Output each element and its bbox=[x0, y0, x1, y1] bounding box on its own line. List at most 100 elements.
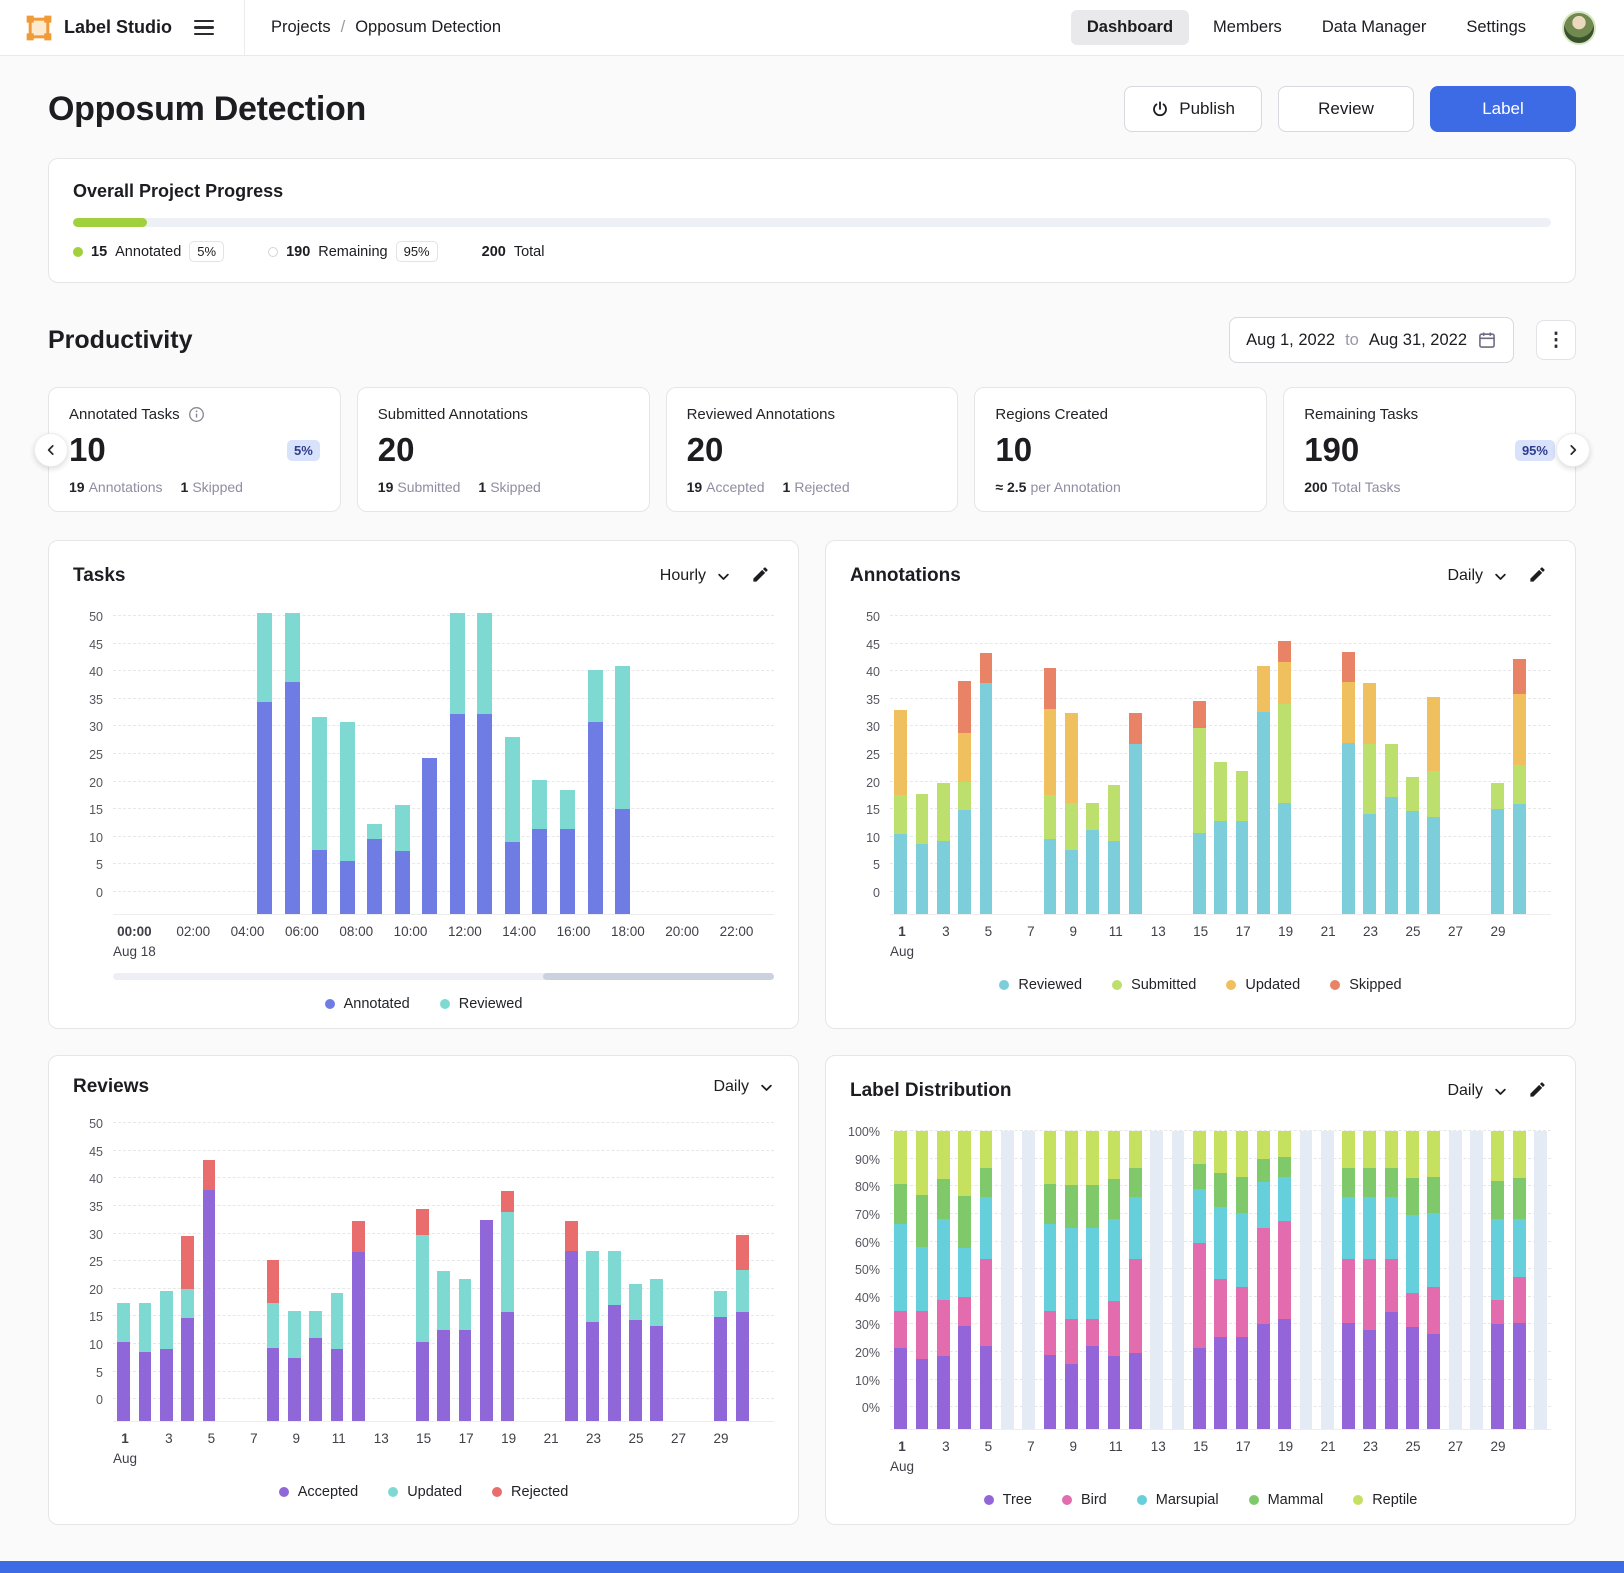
y-tick-label: 30 bbox=[89, 720, 103, 735]
bar-segment bbox=[1214, 1207, 1227, 1279]
date-range-picker[interactable]: Aug 1, 2022 to Aug 31, 2022 bbox=[1229, 317, 1514, 363]
chart-slot bbox=[1423, 605, 1444, 914]
carousel-left-button[interactable] bbox=[34, 432, 68, 467]
legend-item[interactable]: Rejected bbox=[492, 1484, 568, 1500]
stacked-bar bbox=[1214, 1131, 1227, 1430]
bar-base bbox=[565, 1399, 578, 1422]
carousel-right-button[interactable] bbox=[1556, 432, 1590, 467]
bar-segment bbox=[1427, 696, 1441, 772]
info-icon[interactable] bbox=[188, 406, 205, 423]
bar-segment bbox=[1278, 1176, 1291, 1221]
stat-title: Reviewed Annotations bbox=[686, 406, 836, 423]
bar-segment bbox=[501, 1311, 514, 1400]
chart-slot bbox=[1018, 605, 1039, 914]
stacked-bar bbox=[1043, 667, 1057, 914]
chart-slot bbox=[177, 1112, 198, 1422]
bar-base bbox=[504, 892, 520, 914]
bar-base bbox=[138, 1399, 152, 1422]
bar-segment bbox=[415, 1234, 429, 1342]
legend-item[interactable]: Reviewed bbox=[439, 996, 522, 1012]
bar-segment bbox=[1427, 1131, 1441, 1177]
gridline bbox=[113, 1232, 774, 1234]
stat-value: 10 bbox=[995, 431, 1033, 468]
avatar[interactable] bbox=[1562, 10, 1596, 45]
publish-label: Publish bbox=[1179, 99, 1235, 118]
legend-item[interactable]: Reviewed bbox=[999, 977, 1082, 993]
legend-item[interactable]: Tree bbox=[983, 1492, 1032, 1508]
bar-segment bbox=[979, 1131, 993, 1169]
nav-members[interactable]: Members bbox=[1197, 10, 1298, 45]
scrollbar-thumb[interactable] bbox=[542, 973, 774, 981]
chart-slot bbox=[609, 605, 637, 914]
chart-slot bbox=[220, 1112, 241, 1421]
legend-item[interactable]: Updated bbox=[1226, 977, 1300, 993]
nav-dashboard[interactable]: Dashboard bbox=[1070, 10, 1190, 45]
bar-base bbox=[1427, 892, 1441, 914]
bar-segment bbox=[607, 1251, 621, 1305]
bar-base bbox=[1235, 892, 1249, 914]
publish-button[interactable]: Publish bbox=[1124, 86, 1262, 132]
bar-base bbox=[586, 1399, 600, 1422]
stacked-bar bbox=[958, 680, 972, 914]
bar-base bbox=[266, 1399, 280, 1422]
stacked-bar bbox=[437, 1270, 450, 1422]
bar-segment bbox=[979, 653, 993, 683]
chart-slot bbox=[1125, 1120, 1146, 1430]
chart-slot bbox=[604, 1112, 625, 1422]
bar-segment bbox=[1384, 1131, 1398, 1169]
chevron-down-icon bbox=[718, 573, 729, 580]
y-tick-label: 35 bbox=[89, 692, 103, 707]
chart-slot bbox=[476, 1112, 497, 1422]
nav-data-manager[interactable]: Data Manager bbox=[1306, 10, 1443, 45]
granularity-select[interactable]: Daily bbox=[1447, 567, 1508, 585]
bar-segment bbox=[532, 779, 548, 829]
legend-dot-icon bbox=[1353, 1495, 1364, 1506]
legend-item[interactable]: Submitted bbox=[1112, 977, 1196, 993]
granularity-select[interactable]: Daily bbox=[1447, 1082, 1508, 1100]
granularity-value: Daily bbox=[1447, 567, 1483, 584]
bar-segment bbox=[894, 1131, 908, 1184]
legend-item[interactable]: Bird bbox=[1061, 1492, 1107, 1508]
x-tick-label: 25 bbox=[1405, 1439, 1421, 1455]
label-button[interactable]: Label bbox=[1430, 86, 1576, 132]
legend-item[interactable]: Mammal bbox=[1248, 1492, 1323, 1508]
hamburger-menu-icon[interactable] bbox=[190, 14, 218, 42]
bar-base bbox=[309, 1399, 323, 1422]
chart-slot bbox=[581, 605, 609, 914]
legend-item[interactable]: Reptile bbox=[1353, 1492, 1417, 1508]
review-button[interactable]: Review bbox=[1278, 86, 1414, 132]
y-tick-label: 60% bbox=[854, 1235, 880, 1250]
kebab-menu-button[interactable]: ⋮ bbox=[1536, 320, 1576, 360]
edit-chart-button[interactable] bbox=[1524, 1076, 1551, 1106]
bar-base bbox=[915, 892, 929, 914]
edit-chart-button[interactable] bbox=[1524, 561, 1551, 591]
y-tick-label: 20 bbox=[89, 1282, 103, 1297]
legend-item[interactable]: Skipped bbox=[1330, 977, 1402, 993]
legend-item[interactable]: Accepted bbox=[278, 1484, 358, 1500]
stacked-bar bbox=[587, 670, 603, 914]
chart-slot bbox=[554, 605, 582, 914]
bar-segment bbox=[915, 1131, 929, 1195]
stacked-bar bbox=[650, 1279, 664, 1422]
nav-settings[interactable]: Settings bbox=[1450, 10, 1542, 45]
x-tick-label: 3 bbox=[942, 1439, 950, 1455]
chart-slot bbox=[1253, 1120, 1274, 1430]
legend-item[interactable]: Annotated bbox=[324, 996, 410, 1012]
breadcrumb: Projects / Opposum Detection bbox=[271, 18, 501, 37]
chart-slot bbox=[1231, 605, 1252, 914]
edit-chart-button[interactable] bbox=[747, 561, 774, 591]
chart-plot bbox=[113, 1112, 774, 1423]
granularity-select[interactable]: Daily bbox=[713, 1078, 774, 1096]
bar-base bbox=[1107, 1407, 1121, 1430]
x-tick-label: 13 bbox=[1150, 1439, 1166, 1455]
legend-dot-icon bbox=[324, 999, 335, 1010]
bar-segment bbox=[477, 713, 493, 892]
remaining-dot-icon bbox=[268, 246, 279, 257]
legend-item[interactable]: Updated bbox=[388, 1484, 462, 1500]
chart-slot bbox=[997, 605, 1018, 914]
bar-segment bbox=[117, 1302, 131, 1342]
granularity-select[interactable]: Hourly bbox=[660, 567, 731, 585]
x-tick-label bbox=[392, 1422, 413, 1468]
breadcrumb-projects[interactable]: Projects bbox=[271, 18, 331, 36]
legend-item[interactable]: Marsupial bbox=[1136, 1492, 1219, 1508]
